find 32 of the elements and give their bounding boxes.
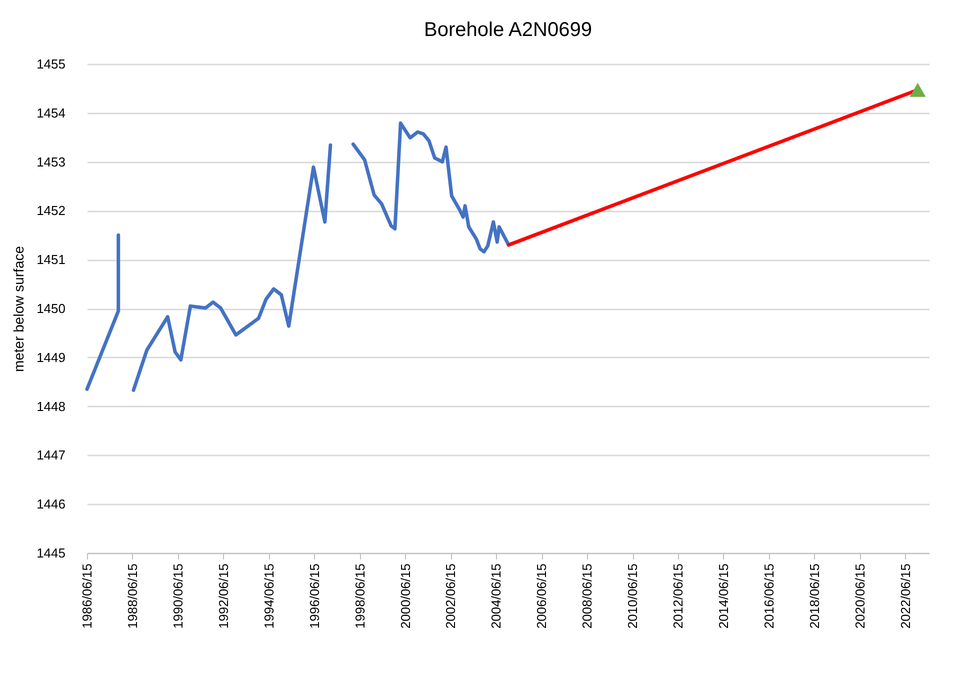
x-tick-label: 1994/06/15 — [261, 564, 276, 629]
x-tick-label: 2008/06/15 — [580, 564, 595, 629]
x-tick-label: 1986/06/15 — [80, 564, 94, 629]
x-tick-label: 2002/06/15 — [443, 564, 458, 629]
x-tick-label: 1996/06/15 — [306, 564, 322, 629]
y-tick-label: 1450 — [36, 301, 66, 316]
y-tick-label: 1446 — [36, 496, 66, 512]
x-tick-label: 2000/06/15 — [398, 564, 413, 629]
x-tick-label: 2022/06/15 — [898, 564, 913, 629]
chart-title: Borehole A2N0699 — [424, 19, 592, 41]
y-tick-label: 1445 — [36, 546, 66, 560]
x-tick-label: 1990/06/15 — [170, 564, 186, 629]
x-tick-label: 2020/06/15 — [852, 564, 868, 629]
x-tick-label: 2004/06/15 — [488, 564, 504, 629]
y-tick-label: 1453 — [36, 154, 66, 170]
x-tick-label: 2012/06/15 — [670, 564, 686, 629]
y-tick-label: 1449 — [36, 350, 66, 365]
x-tick-label: 2014/06/15 — [716, 564, 731, 629]
y-tick-label: 1455 — [36, 56, 66, 72]
x-tick-label: 2018/06/15 — [806, 564, 822, 629]
y-tick-label: 1447 — [36, 448, 66, 463]
x-tick-label: 1998/06/15 — [352, 564, 368, 629]
x-tick-label: 2006/06/15 — [534, 564, 550, 629]
x-tick-label: 1988/06/15 — [124, 564, 140, 629]
y-axis-title: meter below surface — [10, 246, 27, 372]
y-tick-label: 1454 — [36, 105, 66, 120]
x-tick-label: 2010/06/15 — [625, 564, 640, 629]
y-tick-label: 1448 — [36, 398, 66, 414]
x-tick-label: 1992/06/15 — [216, 564, 231, 629]
y-tick-label: 1452 — [36, 203, 66, 218]
x-tick-label: 2016/06/15 — [761, 564, 776, 629]
y-tick-label: 1451 — [36, 252, 66, 268]
